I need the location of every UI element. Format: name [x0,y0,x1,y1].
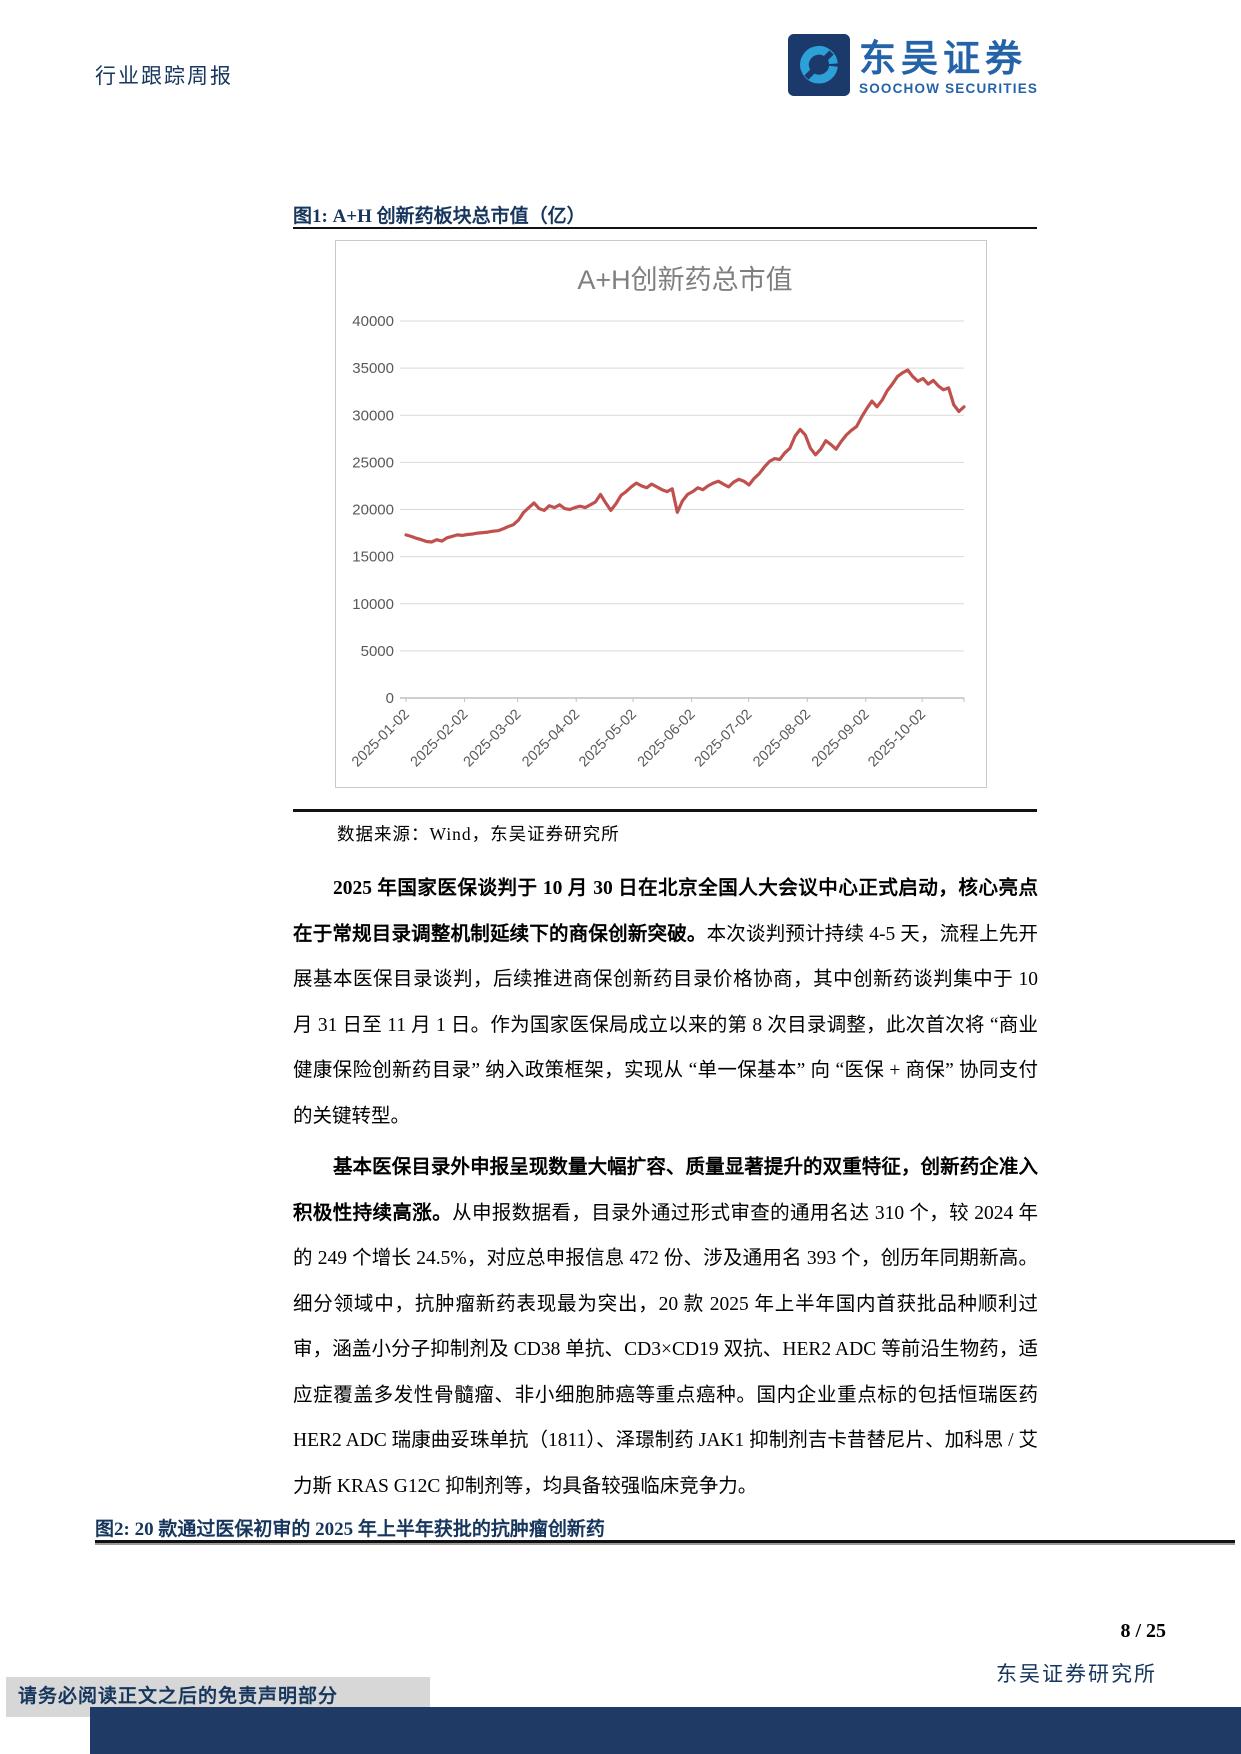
svg-text:20000: 20000 [352,502,394,519]
soochow-logo: 东吴证券 SOOCHOW SECURITIES [788,34,1038,101]
page-number: 8 / 25 [1120,1620,1166,1642]
svg-text:35000: 35000 [352,360,394,377]
svg-text:2025-05-02: 2025-05-02 [576,707,640,771]
svg-text:2025-08-02: 2025-08-02 [750,707,814,771]
svg-text:30000: 30000 [352,407,394,424]
svg-text:2025-03-02: 2025-03-02 [461,707,525,771]
body-paragraph: 2025 年国家医保谈判于 10 月 30 日在北京全国人大会议中心正式启动，核… [293,878,1038,1127]
brand-name-en: SOOCHOW SECURITIES [859,81,1039,96]
svg-text:A+H创新药总市值: A+H创新药总市值 [577,265,792,295]
svg-text:2025-09-02: 2025-09-02 [809,707,873,771]
brand-name-cn: 东吴证券 [859,38,1027,79]
figure1-bottom-divider [293,809,1037,812]
svg-text:2025-04-02: 2025-04-02 [519,707,583,771]
svg-text:0: 0 [386,690,394,707]
svg-text:10000: 10000 [352,596,394,613]
svg-text:2025-10-02: 2025-10-02 [865,707,929,771]
svg-text:5000: 5000 [361,643,394,660]
report-type-label: 行业跟踪周报 [95,64,233,88]
figure1-chart-frame: 0 5000 10000 15000 20000 25000 30000 35000 40000… [335,240,987,788]
svg-text:25000: 25000 [352,454,394,471]
footer-org: 东吴证券研究所 [996,1662,1157,1686]
soochow-logo-icon [788,34,850,101]
body-text: 2025 年国家医保谈判于 10 月 30 日在北京全国人大会议中心正式启动，核… [293,866,1038,1515]
svg-text:15000: 15000 [352,549,394,566]
figure1-caption-divider [293,227,1037,229]
svg-text:2025-07-02: 2025-07-02 [692,707,756,771]
figure2-caption-divider [95,1540,1235,1543]
figure2-caption: 图2: 20 款通过医保初审的 2025 年上半年获批的抗肿瘤创新药 [95,1519,605,1540]
svg-text:2025-01-02: 2025-01-02 [349,707,413,771]
soochow-logo-text: 东吴证券 SOOCHOW SECURITIES [859,38,1039,97]
figure1-source: 数据来源：Wind，东吴证券研究所 [337,824,620,844]
body-paragraph: 基本医保目录外申报呈现数量大幅扩容、质量显著提升的双重特征，创新药企准入积极性持… [293,1157,1038,1497]
svg-text:2025-06-02: 2025-06-02 [635,707,699,771]
figure1-caption: 图1: A+H 创新药板块总市值（亿） [293,206,586,227]
market-cap-line-chart: 0 5000 10000 15000 20000 25000 30000 35000 40000… [349,265,966,771]
footer-bar [90,1707,1241,1754]
svg-text:40000: 40000 [352,313,394,330]
